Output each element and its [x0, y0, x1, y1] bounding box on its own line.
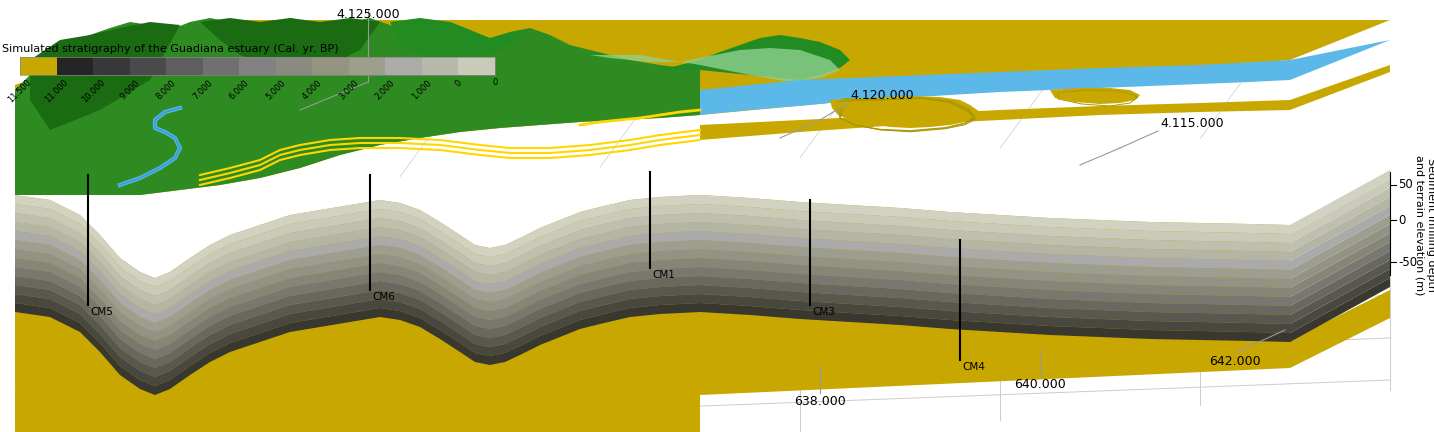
Polygon shape	[1291, 179, 1390, 243]
Polygon shape	[1291, 170, 1390, 234]
Polygon shape	[1291, 233, 1390, 297]
Polygon shape	[1291, 290, 1390, 368]
Text: 4.125.000: 4.125.000	[336, 8, 400, 21]
Polygon shape	[700, 249, 1291, 288]
Bar	[93, 57, 129, 75]
Bar	[20, 57, 495, 75]
Text: CM4: CM4	[962, 362, 985, 372]
Polygon shape	[1291, 251, 1390, 315]
Polygon shape	[14, 294, 700, 386]
Polygon shape	[14, 303, 700, 395]
Text: -50: -50	[1398, 255, 1417, 269]
Text: CM5: CM5	[90, 307, 113, 317]
Text: CM6: CM6	[371, 292, 394, 302]
Text: 640.000: 640.000	[1014, 378, 1065, 391]
Text: 642.000: 642.000	[1209, 355, 1260, 368]
Polygon shape	[700, 294, 1291, 333]
Bar	[56, 57, 93, 75]
Polygon shape	[700, 213, 1291, 252]
Bar	[459, 57, 495, 75]
Polygon shape	[14, 20, 1390, 195]
Polygon shape	[14, 231, 700, 323]
Polygon shape	[14, 195, 700, 432]
Text: 9.000: 9.000	[118, 78, 141, 101]
Polygon shape	[1291, 188, 1390, 252]
Bar	[275, 57, 313, 75]
Polygon shape	[700, 285, 1291, 324]
Polygon shape	[700, 65, 1390, 140]
Polygon shape	[1291, 278, 1390, 342]
Polygon shape	[700, 231, 1291, 270]
Text: 1.000: 1.000	[410, 78, 433, 101]
Polygon shape	[390, 18, 531, 65]
Polygon shape	[1050, 88, 1140, 104]
Polygon shape	[830, 96, 979, 128]
Polygon shape	[14, 285, 700, 377]
Bar	[348, 57, 386, 75]
Polygon shape	[14, 222, 700, 314]
Text: 50: 50	[1398, 178, 1412, 191]
Polygon shape	[14, 249, 700, 341]
Polygon shape	[1291, 242, 1390, 306]
Polygon shape	[14, 258, 700, 350]
Polygon shape	[14, 18, 700, 195]
Text: Sediment infilling depth
and terrain elevation (m): Sediment infilling depth and terrain ele…	[1414, 155, 1434, 295]
Text: 0: 0	[453, 78, 463, 88]
Polygon shape	[14, 276, 700, 368]
Text: 10.000: 10.000	[80, 78, 106, 105]
Polygon shape	[14, 267, 700, 359]
Polygon shape	[700, 276, 1291, 315]
Polygon shape	[1291, 269, 1390, 333]
Text: 3.000: 3.000	[337, 78, 360, 101]
Polygon shape	[700, 267, 1291, 306]
Polygon shape	[700, 195, 1291, 234]
Bar	[386, 57, 422, 75]
Text: 0: 0	[1398, 213, 1405, 226]
Text: 638.000: 638.000	[794, 395, 846, 408]
Text: 4.120.000: 4.120.000	[850, 89, 913, 102]
Text: 2.000: 2.000	[374, 78, 397, 101]
Bar	[20, 57, 56, 75]
Polygon shape	[700, 204, 1291, 243]
Text: CM1: CM1	[652, 270, 675, 280]
Text: 6.000: 6.000	[228, 78, 251, 101]
Polygon shape	[1291, 215, 1390, 279]
Polygon shape	[14, 204, 700, 296]
Polygon shape	[14, 195, 700, 287]
Polygon shape	[700, 40, 1390, 115]
Text: 7.000: 7.000	[191, 78, 214, 101]
Polygon shape	[30, 22, 181, 130]
Bar	[129, 57, 166, 75]
Polygon shape	[14, 240, 700, 332]
Text: 5.000: 5.000	[264, 78, 287, 101]
Polygon shape	[1291, 260, 1390, 324]
Polygon shape	[1291, 206, 1390, 270]
Polygon shape	[700, 303, 1291, 342]
Bar	[166, 57, 202, 75]
Polygon shape	[199, 18, 380, 70]
Bar	[202, 57, 239, 75]
Text: Simulated stratigraphy of the Guadiana estuary (Cal. yr. BP): Simulated stratigraphy of the Guadiana e…	[1, 44, 338, 54]
Polygon shape	[650, 35, 850, 80]
Text: 4.000: 4.000	[301, 78, 324, 101]
Polygon shape	[589, 48, 840, 82]
Bar	[313, 57, 348, 75]
Polygon shape	[1291, 197, 1390, 261]
Polygon shape	[700, 240, 1291, 279]
Text: 11.500: 11.500	[7, 78, 33, 105]
Text: 8.000: 8.000	[155, 78, 178, 101]
Text: 0: 0	[492, 78, 498, 87]
Text: 4.115.000: 4.115.000	[1160, 117, 1223, 130]
Polygon shape	[14, 213, 700, 305]
Polygon shape	[700, 222, 1291, 261]
Text: 11.000: 11.000	[43, 78, 70, 105]
Polygon shape	[700, 195, 1291, 395]
Text: CM3: CM3	[812, 307, 835, 317]
Bar	[239, 57, 275, 75]
Bar	[422, 57, 459, 75]
Polygon shape	[1291, 224, 1390, 288]
Polygon shape	[700, 258, 1291, 297]
